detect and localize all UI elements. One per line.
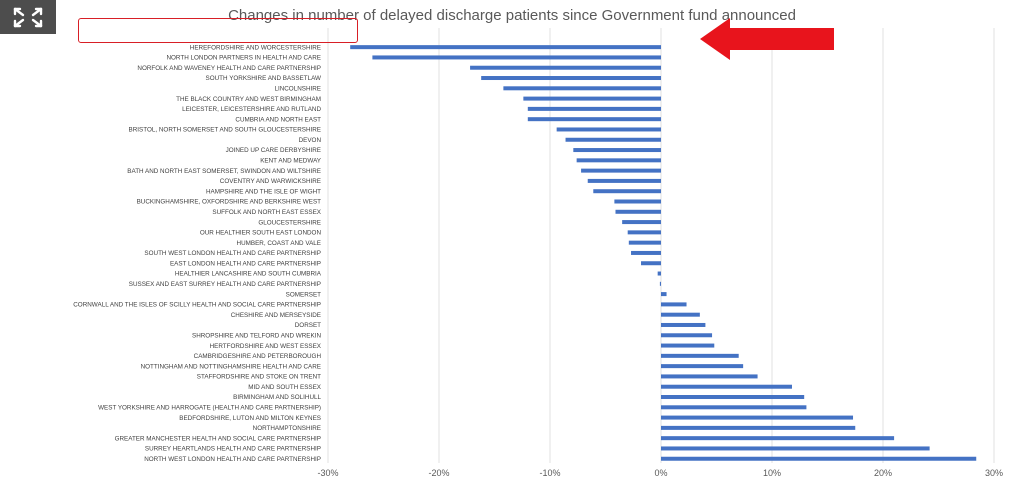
bar xyxy=(641,261,661,266)
red-arrow-icon xyxy=(700,18,834,60)
bar xyxy=(661,353,739,358)
category-label: LEICESTER, LEICESTERSHIRE AND RUTLAND xyxy=(182,106,321,113)
x-tick-label: -20% xyxy=(428,468,449,478)
category-label: CUMBRIA AND NORTH EAST xyxy=(235,116,321,123)
x-tick-label: 20% xyxy=(874,468,892,478)
x-tick-label: 0% xyxy=(654,468,667,478)
bar xyxy=(622,220,661,225)
chart-title: Changes in number of delayed discharge p… xyxy=(228,7,796,24)
bar xyxy=(587,178,661,183)
category-label: SHROPSHIRE AND TELFORD AND WREKIN xyxy=(192,332,321,339)
highlight-box xyxy=(78,18,358,43)
category-labels: HEREFORDSHIRE AND WORCESTERSHIRE NORTH LO… xyxy=(73,44,322,463)
category-label: SUSSEX AND EAST SURREY HEALTH AND CARE P… xyxy=(129,281,321,288)
bar xyxy=(581,168,661,173)
bar xyxy=(661,384,792,389)
bar xyxy=(661,425,856,430)
category-label: BATH AND NORTH EAST SOMERSET, SWINDON AN… xyxy=(127,168,321,175)
x-tick-label: -10% xyxy=(539,468,560,478)
category-label: BRISTOL, NORTH SOMERSET AND SOUTH GLOUCE… xyxy=(129,127,321,134)
category-label: SURREY HEARTLANDS HEALTH AND CARE PARTNE… xyxy=(145,446,321,453)
bar xyxy=(372,55,661,60)
category-label: NORFOLK AND WAVENEY HEALTH AND CARE PART… xyxy=(137,65,321,72)
bar xyxy=(661,436,895,441)
bars xyxy=(350,45,977,461)
bar xyxy=(527,106,661,111)
expand-arrows-icon xyxy=(13,7,43,28)
category-label: GREATER MANCHESTER HEALTH AND SOCIAL CAR… xyxy=(115,435,321,442)
x-tick-label: 30% xyxy=(985,468,1003,478)
category-label: HUMBER, COAST AND VALE xyxy=(237,240,321,247)
category-label: OUR HEALTHIER SOUTH EAST LONDON xyxy=(200,230,322,237)
bar xyxy=(661,343,715,348)
bar xyxy=(503,86,661,91)
category-label: CHESHIRE AND MERSEYSIDE xyxy=(231,312,321,319)
bar xyxy=(661,456,977,461)
bar xyxy=(627,230,661,235)
bar xyxy=(661,322,706,327)
bar xyxy=(614,199,661,204)
bar xyxy=(661,415,854,420)
bar xyxy=(350,45,661,50)
x-tick-labels: -30% -20% -10% 0% 10% 20% 30% xyxy=(317,468,1003,478)
bar xyxy=(556,127,661,132)
category-label: DEVON xyxy=(299,137,322,144)
category-label: GLOUCESTERSHIRE xyxy=(258,219,321,226)
bar xyxy=(615,209,661,214)
x-tick-label: 10% xyxy=(763,468,781,478)
category-label: HEREFORDSHIRE AND WORCESTERSHIRE xyxy=(190,44,321,51)
bar xyxy=(565,137,661,142)
category-label: EAST LONDON HEALTH AND CARE PARTNERSHIP xyxy=(170,260,321,267)
category-label: HERTFORDSHIRE AND WEST ESSEX xyxy=(210,343,322,350)
category-label: BIRMINGHAM AND SOLIHULL xyxy=(233,394,321,401)
category-label: SOMERSET xyxy=(286,291,321,298)
category-label: STAFFORDSHIRE AND STOKE ON TRENT xyxy=(197,374,321,381)
bar xyxy=(661,405,807,410)
category-label: WEST YORKSHIRE AND HARROGATE (HEALTH AND… xyxy=(98,404,321,411)
bar xyxy=(631,250,661,255)
expand-button[interactable] xyxy=(0,0,56,34)
bar xyxy=(628,240,661,245)
category-label: NOTTINGHAM AND NOTTINGHAMSHIRE HEALTH AN… xyxy=(141,363,321,370)
category-label: NORTH WEST LONDON HEALTH AND CARE PARTNE… xyxy=(144,456,321,463)
bar xyxy=(481,76,661,81)
bar xyxy=(527,117,661,122)
category-label: KENT AND MEDWAY xyxy=(260,158,322,165)
bar xyxy=(661,364,744,369)
bar xyxy=(661,446,930,451)
category-label: HAMPSHIRE AND THE ISLE OF WIGHT xyxy=(206,188,321,195)
category-label: BEDFORDSHIRE, LUTON AND MILTON KEYNES xyxy=(179,415,321,422)
category-label: LINCOLNSHIRE xyxy=(274,86,321,93)
category-label: JOINED UP CARE DERBYSHIRE xyxy=(226,147,321,154)
bar xyxy=(657,271,661,276)
category-label: NORTH LONDON PARTNERS IN HEALTH AND CARE xyxy=(166,55,321,62)
category-label: SOUTH WEST LONDON HEALTH AND CARE PARTNE… xyxy=(144,250,321,257)
category-label: SOUTH YORKSHIRE AND BASSETLAW xyxy=(206,75,322,82)
bar xyxy=(661,374,758,379)
category-label: DORSET xyxy=(295,322,321,329)
bar xyxy=(661,395,805,400)
bar xyxy=(661,302,687,307)
category-label: COVENTRY AND WARWICKSHIRE xyxy=(220,178,321,185)
bar xyxy=(659,281,661,286)
bar xyxy=(470,65,661,70)
x-tick-label: -30% xyxy=(317,468,338,478)
category-label: HEALTHIER LANCASHIRE AND SOUTH CUMBRIA xyxy=(175,271,322,278)
category-label: SUFFOLK AND NORTH EAST ESSEX xyxy=(212,209,321,216)
category-label: NORTHAMPTONSHIRE xyxy=(253,425,321,432)
category-label: CAMBRIDGESHIRE AND PETERBOROUGH xyxy=(194,353,322,360)
bar xyxy=(593,189,661,194)
bar xyxy=(576,158,661,163)
category-label: THE BLACK COUNTRY AND WEST BIRMINGHAM xyxy=(176,96,321,103)
bar xyxy=(661,292,667,297)
bar xyxy=(523,96,661,101)
category-label: CORNWALL AND THE ISLES OF SCILLY HEALTH … xyxy=(73,302,321,309)
category-label: MID AND SOUTH ESSEX xyxy=(248,384,322,391)
bar xyxy=(661,333,713,338)
category-label: BUCKINGHAMSHIRE, OXFORDSHIRE AND BERKSHI… xyxy=(137,199,322,206)
bar xyxy=(573,148,661,153)
bar xyxy=(661,312,700,317)
